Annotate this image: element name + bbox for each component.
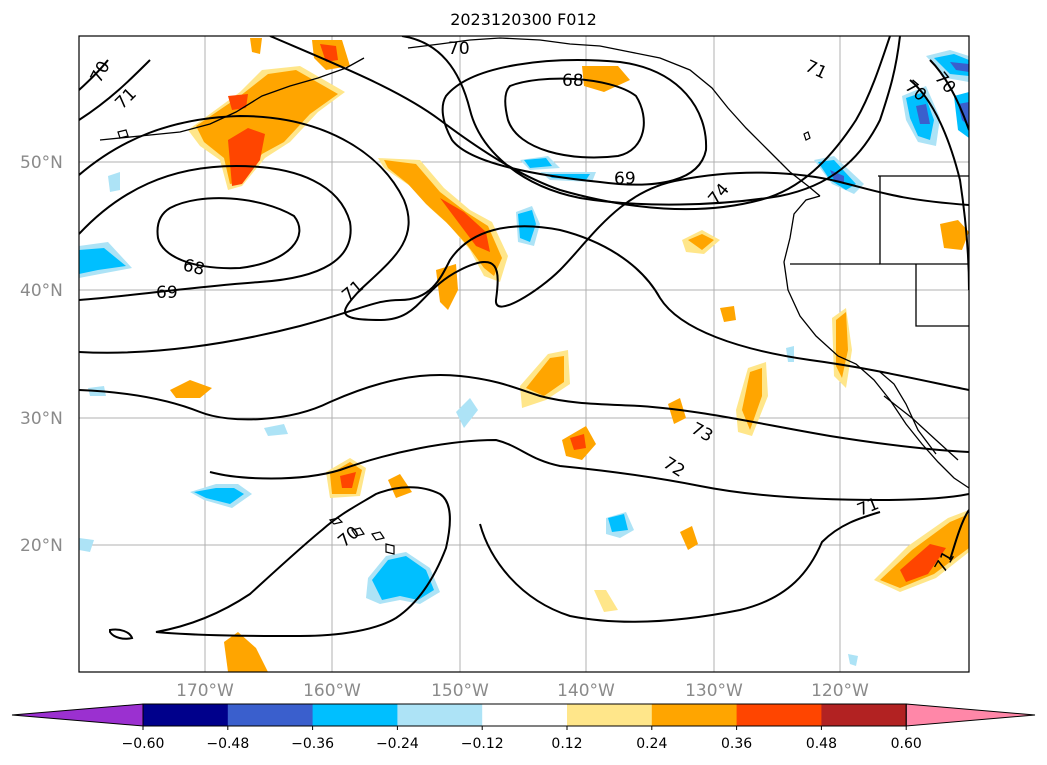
colorbar-segment	[736, 704, 822, 726]
contour-label: 70	[448, 39, 470, 59]
colorbar-segment	[312, 704, 398, 726]
contour-label: 69	[156, 283, 178, 303]
colorbar-tick-label: 0.12	[551, 736, 582, 752]
colorbar-tick-label: 0.36	[721, 736, 752, 752]
colorbar-extension-left	[11, 703, 144, 727]
colorbar-outline	[142, 703, 907, 727]
colorbar-tick-label: −0.24	[376, 736, 419, 752]
lon-label: 140°W	[557, 681, 615, 701]
contour-label: 69	[614, 169, 636, 189]
colorbar-segment	[821, 704, 907, 726]
map-frame	[78, 35, 970, 673]
colorbar-extension-right	[905, 703, 1036, 727]
contour-label: 68	[562, 71, 584, 91]
lon-label: 130°W	[685, 681, 743, 701]
latitude-labels: 50°N 40°N 30°N 20°N	[20, 153, 63, 556]
height-contours	[79, 36, 969, 640]
colorbar-segment	[651, 704, 738, 726]
colorbar-segment	[567, 704, 653, 726]
lon-label: 160°W	[303, 681, 361, 701]
map-title: 2023120300 F012	[450, 10, 597, 29]
colorbar-segment	[227, 704, 314, 726]
colorbar-tick-label: −0.36	[291, 736, 334, 752]
lon-label: 120°W	[811, 681, 869, 701]
lat-label: 40°N	[20, 281, 63, 301]
lat-label: 20°N	[20, 536, 63, 556]
colorbar-tick-label: −0.48	[206, 736, 249, 752]
negative-anomaly-regions	[79, 50, 969, 666]
lon-label: 170°W	[176, 681, 234, 701]
coastlines	[99, 37, 969, 489]
colorbar-tick-label: 0.60	[891, 736, 922, 752]
colorbar-segment	[143, 704, 229, 726]
colorbar-segment	[397, 704, 483, 726]
lat-label: 30°N	[20, 409, 63, 429]
lon-label: 150°W	[431, 681, 489, 701]
lat-label: 50°N	[20, 153, 63, 173]
colorbar-tick-label: 0.24	[636, 736, 667, 752]
colorbar-tick-label: −0.60	[122, 736, 165, 752]
colorbar-tick-label: −0.12	[461, 736, 504, 752]
colorbar-tick-label: 0.48	[806, 736, 837, 752]
longitude-labels: 170°W 160°W 150°W 140°W 130°W 120°W	[176, 681, 869, 701]
colorbar: −0.60 −0.48 −0.36 −0.24 −0.12 0.12 0.24 0.36 0.4…	[11, 703, 1036, 752]
colorbar-segment	[482, 704, 568, 726]
